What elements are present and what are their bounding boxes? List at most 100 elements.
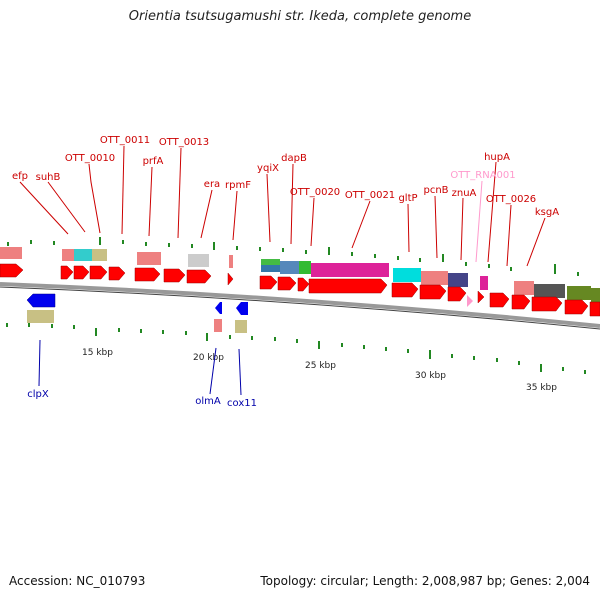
gene-label: yqiX xyxy=(257,163,279,174)
feature-block xyxy=(74,249,92,261)
leader-line xyxy=(434,195,438,259)
feature-block xyxy=(92,249,107,261)
gene-arrow-forward xyxy=(108,266,126,281)
rna-leader-line xyxy=(475,180,483,263)
gene-arrow-forward xyxy=(447,286,467,302)
reverse-label-leaders xyxy=(38,339,242,396)
gene-arrow-forward xyxy=(227,272,234,286)
feature-block xyxy=(188,254,209,267)
gene-arrow-forward xyxy=(531,296,563,312)
feature-block xyxy=(311,263,389,277)
feature-block xyxy=(214,319,222,332)
gene-label: suhB xyxy=(36,172,61,183)
gene-label: dapB xyxy=(281,153,307,164)
feature-blocks-forward xyxy=(0,247,600,302)
gene-label: gltP xyxy=(398,193,417,204)
gene-label: olmA xyxy=(195,396,221,407)
leader-line xyxy=(148,166,153,237)
feature-block xyxy=(261,265,280,272)
leader-line xyxy=(232,190,238,241)
gene-arrow-forward xyxy=(511,294,531,310)
leader-line xyxy=(310,197,315,247)
feature-block xyxy=(280,261,299,274)
feature-block xyxy=(421,271,448,285)
gene-arrow-forward xyxy=(89,265,108,280)
gene-label: rpmF xyxy=(225,180,251,191)
gene-arrow-forward xyxy=(564,299,589,315)
gene-label: era xyxy=(204,179,220,190)
leader-line xyxy=(460,197,464,261)
leader-line xyxy=(121,145,125,235)
feature-block xyxy=(299,261,311,274)
leader-line xyxy=(88,163,101,234)
forward-label-leaders xyxy=(19,145,546,267)
gene-label: OTT_0013 xyxy=(159,137,209,148)
scale-label: 20 kbp xyxy=(193,353,224,363)
gene-label: clpX xyxy=(27,389,49,400)
feature-block xyxy=(567,286,591,300)
reverse-genes xyxy=(26,293,248,333)
feature-block xyxy=(448,273,468,287)
leader-line xyxy=(19,181,69,235)
reverse-gene-labels: clpX olmA cox11 xyxy=(27,389,257,409)
feature-block xyxy=(534,284,565,298)
leader-line xyxy=(526,217,546,267)
feature-block xyxy=(514,281,534,295)
feature-block xyxy=(137,252,161,265)
topology-text: Topology: circular; Length: 2,008,987 bp… xyxy=(260,574,590,588)
leader-line xyxy=(200,189,213,239)
scale-label: 15 kbp xyxy=(82,348,113,358)
leader-line xyxy=(487,161,497,263)
feature-block xyxy=(0,247,22,259)
feature-block xyxy=(393,268,421,282)
leader-line xyxy=(351,200,371,249)
feature-block xyxy=(480,276,488,290)
gene-arrow-forward xyxy=(391,282,419,298)
genome-backbone xyxy=(0,282,600,328)
scale-label: 25 kbp xyxy=(305,361,336,371)
gene-arrow-forward xyxy=(277,276,297,291)
gene-arrow-forward xyxy=(419,284,447,300)
rna-gene-arrow xyxy=(467,295,473,307)
leader-line xyxy=(238,348,242,396)
gene-arrow-reverse xyxy=(26,293,56,308)
scale-labels: 15 kbp 20 kbp 25 kbp 30 kbp 35 kbp xyxy=(82,348,557,393)
feature-block xyxy=(229,255,233,268)
gene-arrow-forward xyxy=(186,269,212,284)
gene-arrow-forward xyxy=(73,265,90,280)
leader-line xyxy=(290,163,294,245)
gene-label: OTT_0020 xyxy=(290,187,340,198)
gene-arrow-forward xyxy=(308,278,388,294)
scale-label: 35 kbp xyxy=(526,383,557,393)
leader-line xyxy=(407,203,410,253)
upper-ticks xyxy=(7,237,579,276)
gene-label: znuA xyxy=(452,188,477,199)
gene-arrow-reverse xyxy=(236,302,248,315)
gene-label: cox11 xyxy=(227,398,257,409)
leader-line xyxy=(177,147,182,239)
map-title: Orientia tsutsugamushi str. Ikeda, compl… xyxy=(128,9,472,24)
feature-block xyxy=(235,320,247,333)
gene-arrow-forward xyxy=(0,263,24,278)
gene-arrow-forward xyxy=(60,265,74,280)
scale-label: 30 kbp xyxy=(415,371,446,381)
gene-label: OTT_0021 xyxy=(345,190,395,201)
gene-arrow-forward xyxy=(297,277,310,292)
feature-block xyxy=(261,259,280,265)
leader-line xyxy=(266,173,271,243)
rna-gene-label: OTT_RNA001 xyxy=(450,170,515,181)
gene-label: hupA xyxy=(484,152,510,163)
gene-arrow-forward xyxy=(259,275,278,290)
forward-gene-labels: efp suhB OTT_0010 OTT_0011 prfA OTT_0013… xyxy=(12,135,559,218)
gene-label: OTT_0026 xyxy=(486,194,536,205)
gene-arrow-forward xyxy=(477,290,485,304)
gene-label: OTT_0011 xyxy=(100,135,150,146)
leader-line xyxy=(47,181,86,233)
forward-gene-arrows xyxy=(0,263,600,317)
scale-ticks xyxy=(6,323,586,374)
feature-block xyxy=(62,249,74,261)
accession-text: Accession: NC_010793 xyxy=(9,574,146,588)
feature-block xyxy=(591,288,600,302)
gene-arrow-forward xyxy=(163,268,186,283)
